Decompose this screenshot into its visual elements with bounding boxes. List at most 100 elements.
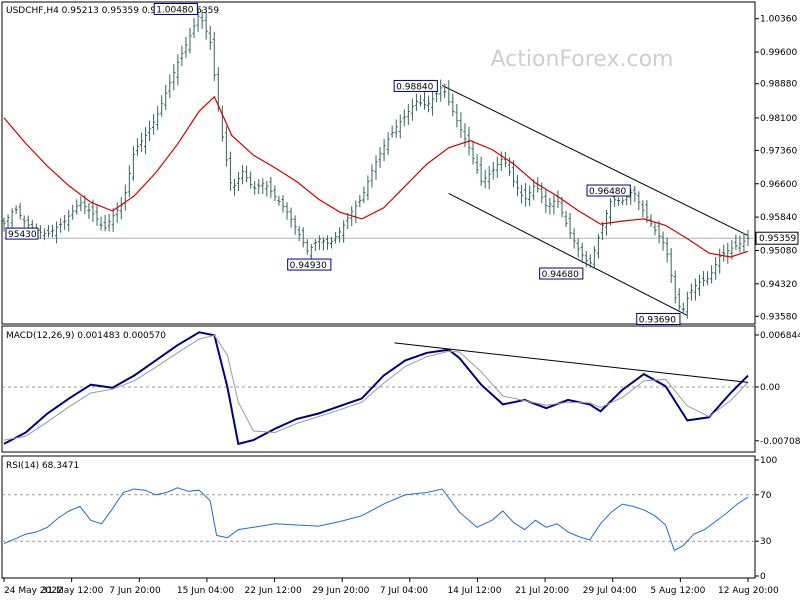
macd-trendline [394,342,749,383]
macd-series [3,331,749,446]
ohlc-bar [495,156,499,178]
time-axis-tick-label: 29 Jul 04:00 [583,586,637,596]
ohlc-bar [742,233,746,253]
ohlc-bar [560,197,564,218]
ohlc-bar [515,174,520,196]
ohlc-bar [483,169,487,189]
ohlc-bar [184,36,188,58]
ohlc-bar [135,138,140,157]
ohlc-bar [701,271,706,287]
ohlc-bar [426,95,431,113]
ohlc-bar [269,176,273,198]
price-series [2,8,750,319]
ohlc-bar [333,232,338,244]
ohlc-bar [297,226,301,242]
ohlc-bar [67,209,71,232]
price-axis-tick-label: 0.96600 [760,180,797,190]
ohlc-bar [382,138,386,162]
ohlc-bar [629,188,633,205]
ohlc-bar [552,195,556,215]
rsi-panel: RSI(14) 68.3471 [1,455,756,579]
time-axis-tick-label: 29 Jun 20:00 [312,586,369,596]
price-label-box [586,184,631,197]
ohlc-bar [358,194,362,208]
ohlc-bar [390,125,394,138]
time-axis-tick-label: 24 May 2022 [4,586,63,596]
ohlc-bar [127,165,131,198]
ohlc-bar [584,251,588,268]
ohlc-bar [176,54,180,86]
ohlc-bar [572,228,576,249]
price-axis-tick-label: 0.93580 [760,312,797,322]
price-label-text: 0.94680 [542,270,579,280]
price-label: 0.98840 [393,79,438,92]
price-label-box [636,312,681,325]
ohlc-bar [455,103,459,128]
price-labels: 1.00480 0.98840 0.96480 0.94930 0.94680 0.936… [5,2,681,325]
ohlc-bar [511,160,516,188]
macd-title: MACD(12,26,9) 0.001483 0.000570 [6,331,166,341]
price-label-text: 0.98840 [396,82,433,92]
channel-line-1 [448,192,688,316]
price-axis-tick-label: 0.98100 [760,114,797,124]
ohlc-bar [487,165,491,190]
ohlc-bar [576,238,580,258]
ohlc-bar [459,112,463,138]
macd-axis: 0.006844 0.00 -0.007086 [755,331,800,447]
price-label-text: 0.93690 [639,315,676,325]
rsi-title: RSI(14) 68.3471 [6,461,79,471]
price-label-box [393,79,438,92]
ohlc-bar [240,165,245,185]
time-axis-tick-label: 31 May 12:00 [42,586,104,596]
ohlc-bar [617,197,621,206]
price-axis-tick-label: 0.98880 [760,80,797,90]
price-header: USDCHF,H4 0.95213 0.95359 0.95169 0.9535… [6,6,219,16]
price-axis-tick-label: 1.00360 [760,15,797,25]
ohlc-bar [103,215,107,232]
moving-average-line [3,95,749,258]
ohlc-bar [653,221,657,236]
ohlc-bar [479,156,483,186]
ohlc-bar [410,98,414,121]
time-axis-tick-label: 14 Jul 12:00 [447,586,501,596]
ohlc-bar [705,271,710,285]
time-axis-tick-label: 7 Jul 04:00 [380,586,429,596]
ohlc-bar [718,248,722,274]
ohlc-bar [600,221,605,240]
ohlc-bar [439,79,443,102]
ohlc-bar [99,216,103,231]
ohlc-bar [443,83,447,98]
price-panel: ActionForex.com USDCHF,H4 0.95213 0.9535… [1,1,756,325]
ohlc-bar [491,161,495,180]
ohlc-bar [6,214,10,230]
ohlc-bar [402,109,406,127]
rsi-panel-frame [1,455,756,579]
ohlc-bar [10,208,14,230]
ohlc-bar [689,283,693,301]
ohlc-bar [131,146,135,182]
ohlc-bar [641,200,645,218]
ohlc-bar [431,90,435,116]
ohlc-bar [38,225,42,239]
price-axis-tick-label: 0.95840 [760,213,797,223]
price-label-text: 1.00480 [156,5,193,15]
ohlc-bar [645,200,649,223]
ohlc-bar [673,270,677,304]
ohlc-bar [289,207,293,228]
ohlc-bar [342,220,346,243]
ohlc-bar [2,217,6,232]
ohlc-bar [394,119,398,138]
ohlc-bar [50,224,55,238]
ohlc-bar [164,84,168,111]
ohlc-bar [540,182,544,204]
ohlc-bar [503,151,507,168]
ohlc-bar [374,155,378,180]
channel-lines [441,84,749,316]
price-label-box [539,267,584,280]
ohlc-bar [147,120,152,142]
ohlc-bar [722,244,726,262]
ohlc-bar [665,237,669,263]
ohlc-bar [115,202,119,223]
